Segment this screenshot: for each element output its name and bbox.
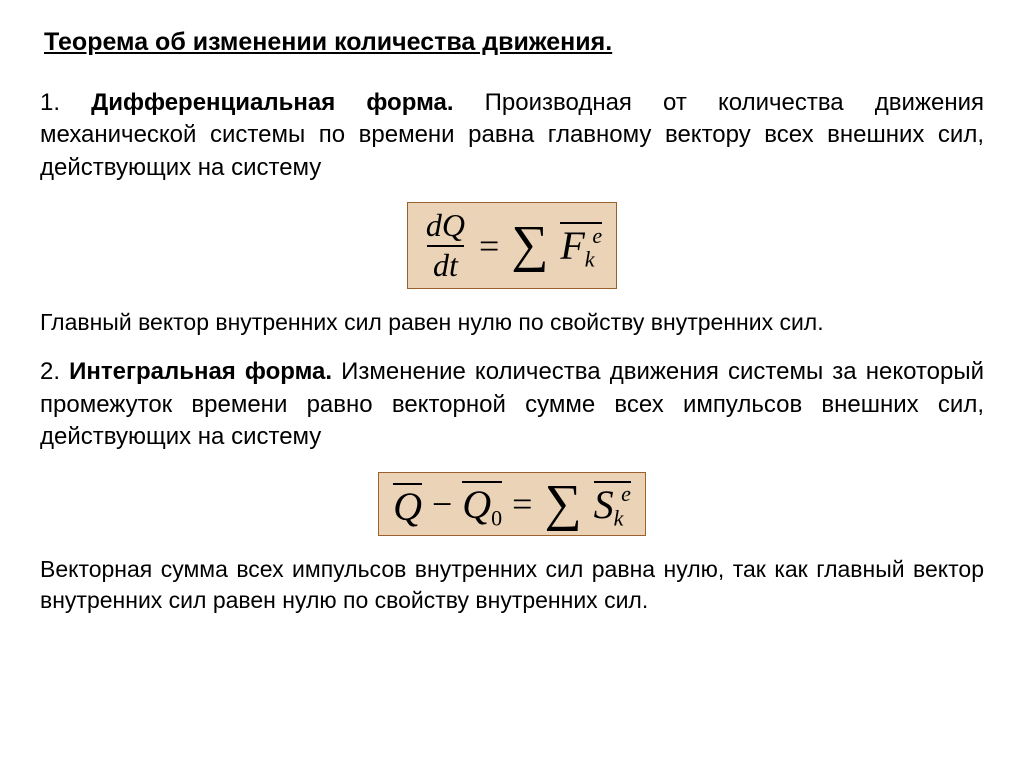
eq1-rhs-bar	[560, 222, 602, 224]
eq1-rhs-sub: k	[585, 247, 595, 272]
equation1-box: dQ dt = ∑ Fke	[407, 202, 617, 289]
section2-number: 2.	[40, 358, 60, 385]
eq2-sum: ∑	[542, 481, 583, 528]
slide-page: Теорема об изменении количества движения…	[0, 0, 1024, 636]
eq1-rhs-sup: e	[592, 223, 602, 248]
eq2-term1-bar	[393, 483, 422, 485]
eq1-sum: ∑	[509, 222, 550, 269]
eq2-rhs-sub: k	[614, 505, 624, 530]
section2-paragraph: 2. Интегральная форма. Изменение количес…	[40, 356, 984, 453]
footer-note: Векторная сумма всех импульсов внутренни…	[40, 554, 984, 616]
equation2-box: Q − Q0 = ∑ Ske	[378, 472, 646, 537]
eq2-minus: −	[432, 486, 452, 522]
section1-heading: Дифференциальная форма.	[91, 89, 453, 116]
eq2-rhs-base: S	[594, 479, 614, 525]
section2-heading: Интегральная форма.	[69, 358, 332, 385]
eq1-rhs-base: F	[560, 220, 584, 266]
eq2-rhs-bar	[594, 481, 631, 483]
eq1-equals: =	[479, 228, 499, 264]
eq2-term2-sub: 0	[491, 505, 502, 530]
eq2-term1-base: Q	[393, 481, 422, 527]
eq1-frac-num: dQ	[422, 209, 469, 245]
eq1-rhs: Fke	[560, 220, 602, 271]
eq2-rhs-sup: e	[621, 481, 631, 506]
eq1-fraction: dQ dt	[422, 209, 469, 282]
section1-note: Главный вектор внутренних сил равен нулю…	[40, 307, 984, 338]
equation2: Q − Q0 = ∑ Ske	[393, 479, 631, 530]
eq2-term2: Q0	[462, 479, 502, 530]
eq2-equals: =	[512, 486, 532, 522]
eq2-term1: Q	[393, 481, 422, 527]
eq2-rhs: Ske	[594, 479, 631, 530]
slide-title: Теорема об изменении количества движения…	[44, 28, 984, 57]
equation1: dQ dt = ∑ Fke	[422, 209, 602, 282]
section1-paragraph: 1. Дифференциальная форма. Производная о…	[40, 87, 984, 184]
eq2-term2-bar	[462, 481, 502, 483]
eq2-term2-base: Q	[462, 479, 491, 525]
equation2-wrap: Q − Q0 = ∑ Ske	[40, 472, 984, 537]
eq1-frac-den: dt	[427, 245, 464, 283]
section1-number: 1.	[40, 89, 60, 116]
equation1-wrap: dQ dt = ∑ Fke	[40, 202, 984, 289]
